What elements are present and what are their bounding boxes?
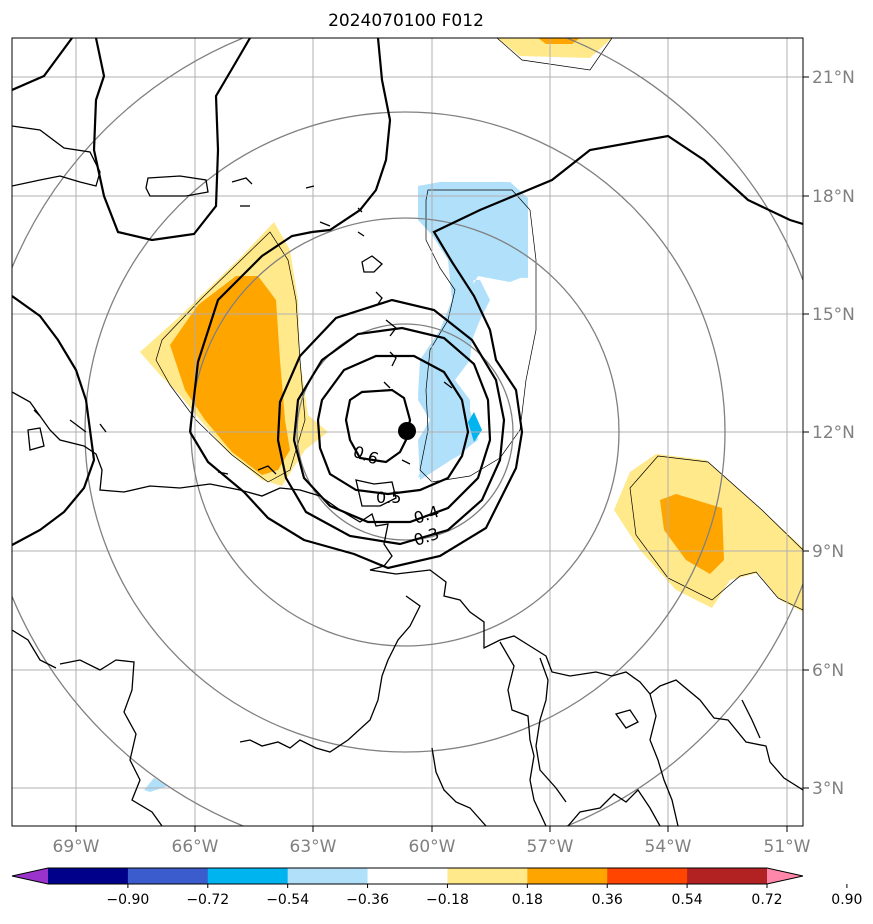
lon-tick-label: 57°W bbox=[527, 837, 574, 857]
positive-anomaly-west-inner bbox=[170, 276, 290, 475]
lon-tick-label: 51°W bbox=[764, 837, 811, 857]
map-title: 2024070100 F012 bbox=[328, 11, 484, 31]
colorbar-tick-label: −0.72 bbox=[186, 892, 229, 908]
negative-anomaly-core bbox=[468, 412, 482, 442]
lat-tick-label: 21°N bbox=[812, 68, 855, 88]
lat-tick-label: 15°N bbox=[812, 305, 855, 325]
lon-tick-label: 69°W bbox=[53, 837, 100, 857]
colorbar-tick-label: −0.18 bbox=[426, 892, 469, 908]
gridlines bbox=[12, 38, 803, 826]
colorbar-tick-label: 0.54 bbox=[672, 892, 703, 908]
contour-label-05: 0.5 bbox=[376, 488, 401, 507]
lat-tick-label: 3°N bbox=[812, 779, 844, 799]
lat-tick-label: 18°N bbox=[812, 187, 855, 207]
lon-tick-label: 60°W bbox=[409, 837, 456, 857]
colorbar-tick-label: 0.90 bbox=[831, 892, 862, 908]
positive-anomaly-east-inner bbox=[660, 494, 724, 574]
colorbar-extend-high bbox=[767, 868, 803, 884]
colorbar-segment bbox=[127, 868, 209, 884]
map-plot-area: 0.6 0.5 0.4 0.3 bbox=[12, 38, 803, 826]
colorbar-tick-label: 0.18 bbox=[512, 892, 543, 908]
colorbar-segment bbox=[607, 868, 688, 884]
colorbar: −0.90 −0.72 −0.54 −0.36 −0.18 0.18 0.36 0.54 0.7… bbox=[11, 867, 862, 908]
negative-anomaly-extra bbox=[418, 182, 528, 480]
colorbar-segment bbox=[48, 868, 129, 884]
colorbar-outline bbox=[11, 867, 804, 885]
lon-ticks: 69°W 66°W 63°W 60°W 57°W 54°W 51°W bbox=[53, 826, 811, 857]
lat-tick-label: 6°N bbox=[812, 661, 844, 681]
colorbar-segment bbox=[287, 868, 369, 884]
lon-tick-label: 63°W bbox=[290, 837, 337, 857]
storm-center-marker bbox=[398, 422, 416, 440]
lat-ticks: 3°N 6°N 9°N 12°N 15°N 18°N 21°N bbox=[803, 68, 855, 799]
colorbar-segment bbox=[687, 868, 768, 884]
lon-tick-label: 66°W bbox=[172, 837, 219, 857]
coastlines bbox=[12, 125, 803, 826]
colorbar-tick-label: −0.36 bbox=[346, 892, 389, 908]
lat-tick-label: 9°N bbox=[812, 542, 844, 562]
lon-tick-label: 54°W bbox=[645, 837, 692, 857]
positive-anomaly-north bbox=[497, 38, 612, 58]
colorbar-segment bbox=[367, 868, 448, 884]
colorbar-segment bbox=[207, 868, 289, 884]
colorbar-tick-label: −0.54 bbox=[266, 892, 309, 908]
colorbar-segment bbox=[527, 868, 608, 884]
colorbar-tick-label: 0.36 bbox=[592, 892, 623, 908]
colorbar-tick-label: −0.90 bbox=[106, 892, 149, 908]
colorbar-tick-label: 0.72 bbox=[751, 892, 782, 908]
colorbar-extend-low bbox=[12, 868, 48, 884]
lat-tick-label: 12°N bbox=[812, 423, 855, 443]
colorbar-segment bbox=[447, 868, 528, 884]
forecast-contours bbox=[12, 38, 803, 570]
